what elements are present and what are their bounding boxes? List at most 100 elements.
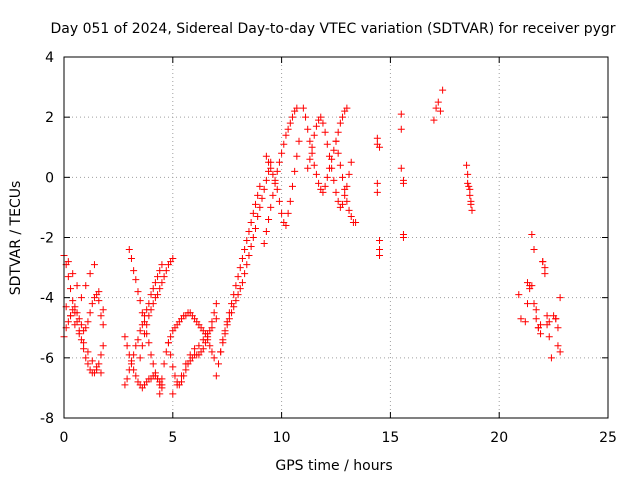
- data-point: [269, 191, 277, 199]
- data-point: [169, 390, 177, 398]
- data-point: [545, 333, 553, 341]
- data-point: [149, 285, 157, 293]
- data-point: [528, 230, 536, 238]
- data-point: [339, 200, 347, 208]
- data-point: [467, 197, 475, 205]
- data-point: [286, 119, 294, 127]
- data-point: [275, 158, 283, 166]
- data-point: [97, 369, 105, 377]
- data-point: [532, 306, 540, 314]
- data-point: [127, 360, 135, 368]
- data-point: [312, 170, 320, 178]
- data-point: [556, 348, 564, 356]
- data-point: [160, 273, 168, 281]
- data-point: [293, 104, 301, 112]
- y-axis-title: SDTVAR / TECUs: [8, 181, 24, 296]
- data-point: [464, 170, 472, 178]
- data-point: [556, 294, 564, 302]
- data-point: [130, 267, 138, 275]
- data-point: [273, 185, 281, 193]
- data-point: [243, 261, 251, 269]
- data-point: [97, 312, 105, 320]
- data-point: [251, 200, 259, 208]
- data-point: [321, 128, 329, 136]
- data-point: [463, 161, 471, 169]
- data-point: [530, 300, 538, 308]
- data-point: [86, 270, 94, 278]
- data-point: [539, 258, 547, 266]
- data-point: [156, 285, 164, 293]
- data-point: [208, 318, 216, 326]
- data-point: [541, 270, 549, 278]
- data-point: [84, 348, 92, 356]
- data-point: [245, 252, 253, 260]
- data-point: [90, 261, 98, 269]
- data-point: [182, 360, 190, 368]
- data-point: [376, 237, 384, 245]
- data-point: [308, 143, 316, 151]
- data-point: [515, 291, 523, 299]
- data-point: [312, 122, 320, 130]
- data-point: [147, 306, 155, 314]
- data-point: [206, 342, 214, 350]
- data-point: [260, 240, 268, 248]
- data-point: [99, 306, 107, 314]
- data-point: [256, 203, 264, 211]
- data-point: [156, 390, 164, 398]
- data-point: [225, 309, 233, 317]
- data-point: [64, 318, 72, 326]
- data-point: [208, 324, 216, 332]
- data-point: [208, 348, 216, 356]
- data-point: [291, 167, 299, 175]
- data-point: [73, 282, 81, 290]
- data-point: [271, 176, 279, 184]
- data-point: [162, 348, 170, 356]
- data-point: [334, 197, 342, 205]
- data-point: [234, 273, 242, 281]
- chart-title: Day 051 of 2024, Sidereal Day-to-day VTE…: [50, 21, 615, 37]
- data-point: [336, 119, 344, 127]
- data-point: [343, 197, 351, 205]
- data-point: [212, 300, 220, 308]
- data-point: [212, 315, 220, 323]
- data-point: [306, 137, 314, 145]
- data-point: [214, 360, 222, 368]
- data-point: [132, 342, 140, 350]
- data-point: [256, 182, 264, 190]
- data-point: [223, 318, 231, 326]
- data-point: [158, 279, 166, 287]
- data-point: [262, 227, 270, 235]
- data-point: [138, 309, 146, 317]
- data-point: [221, 327, 229, 335]
- data-point: [310, 161, 318, 169]
- data-point: [178, 378, 186, 386]
- data-point: [228, 300, 236, 308]
- data-point: [306, 155, 314, 163]
- data-point: [238, 279, 246, 287]
- data-point: [295, 137, 303, 145]
- data-point: [345, 170, 353, 178]
- data-point: [275, 197, 283, 205]
- data-point: [545, 318, 553, 326]
- data-point: [352, 218, 360, 226]
- data-point: [334, 128, 342, 136]
- data-point: [468, 206, 476, 214]
- data-point: [167, 351, 175, 359]
- data-point: [345, 206, 353, 214]
- data-point: [238, 255, 246, 263]
- data-point: [537, 330, 545, 338]
- data-point: [147, 291, 155, 299]
- data-point: [278, 209, 286, 217]
- data-point: [127, 255, 135, 263]
- data-point: [339, 113, 347, 121]
- data-point: [262, 176, 270, 184]
- data-point: [537, 321, 545, 329]
- data-point: [199, 345, 207, 353]
- data-point: [71, 321, 79, 329]
- data-point: [95, 297, 103, 305]
- data-point: [169, 363, 177, 371]
- data-point: [64, 273, 72, 281]
- y-tick-label: 0: [45, 170, 54, 186]
- data-point: [310, 131, 318, 139]
- x-tick-label: 20: [490, 430, 508, 446]
